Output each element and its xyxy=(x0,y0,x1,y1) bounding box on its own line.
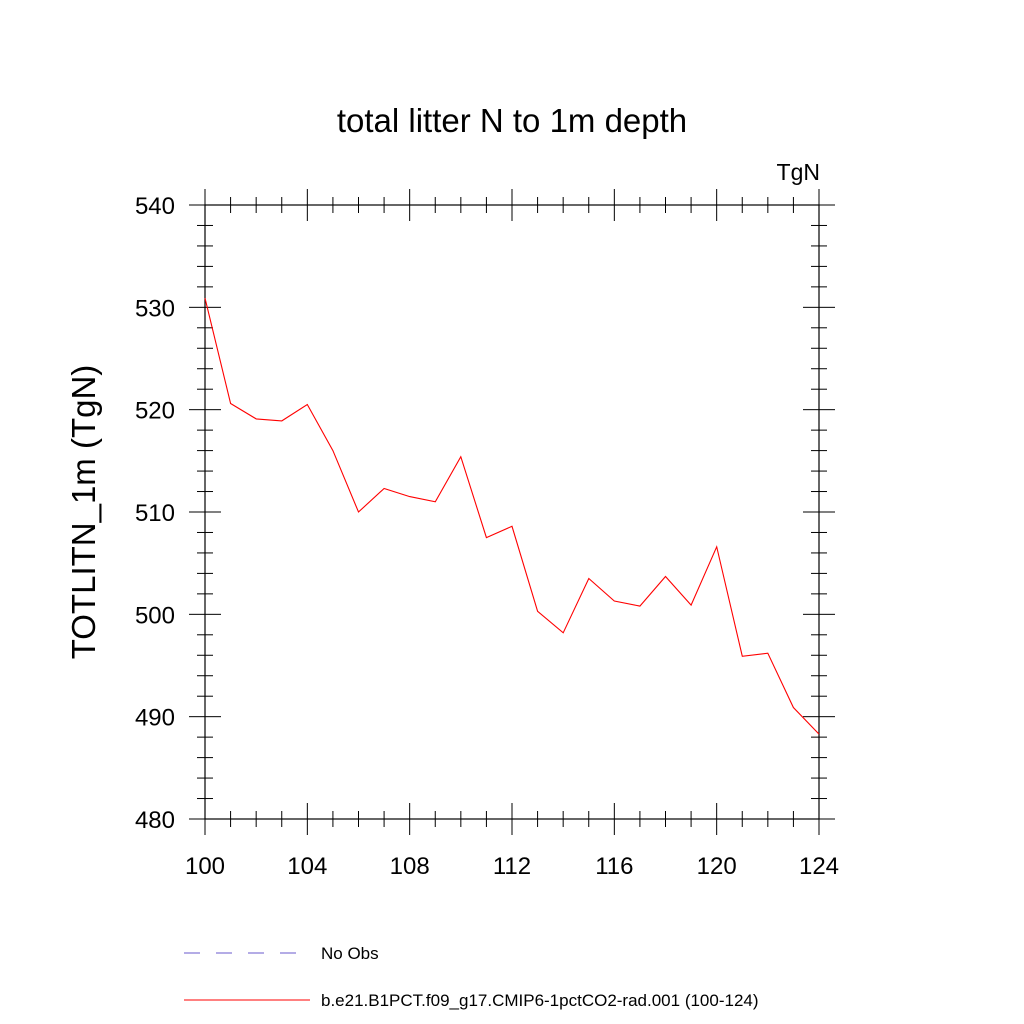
series-layer xyxy=(204,297,820,735)
x-tick-label: 104 xyxy=(287,853,327,880)
y-tick-label: 540 xyxy=(135,193,175,220)
y-tick-label: 530 xyxy=(135,295,175,322)
units-label: TgN xyxy=(777,159,820,185)
x-tick-labels: 100 104 108 112 116 120 124 xyxy=(185,853,839,880)
y-tick-label: 520 xyxy=(135,398,175,425)
y-tick-label: 480 xyxy=(135,807,175,834)
x-tick-label: 116 xyxy=(595,853,633,880)
y-tick-label: 510 xyxy=(135,500,175,527)
y-tick-label: 500 xyxy=(135,602,175,629)
y-axis-label: TOTLITN_1m (TgN) xyxy=(65,365,102,660)
legend-label-model-run: b.e21.B1PCT.f09_g17.CMIP6-1pctCO2-rad.00… xyxy=(321,991,759,1010)
series-line xyxy=(204,297,820,735)
y-tick-labels: 480 490 500 510 520 530 540 xyxy=(135,193,175,834)
plot-frame xyxy=(204,204,820,820)
x-tick-label: 120 xyxy=(697,853,737,880)
x-tick-label: 108 xyxy=(390,853,430,880)
y-tick-label: 490 xyxy=(135,705,175,732)
legend: No Obs b.e21.B1PCT.f09_g17.CMIP6-1pctCO2… xyxy=(184,944,759,1010)
x-tick-label: 112 xyxy=(493,853,531,880)
tick-marks xyxy=(189,189,835,835)
chart-title: total litter N to 1m depth xyxy=(337,102,687,139)
x-tick-label: 100 xyxy=(185,853,225,880)
x-tick-label: 124 xyxy=(799,853,839,880)
legend-label-no-obs: No Obs xyxy=(321,944,379,963)
